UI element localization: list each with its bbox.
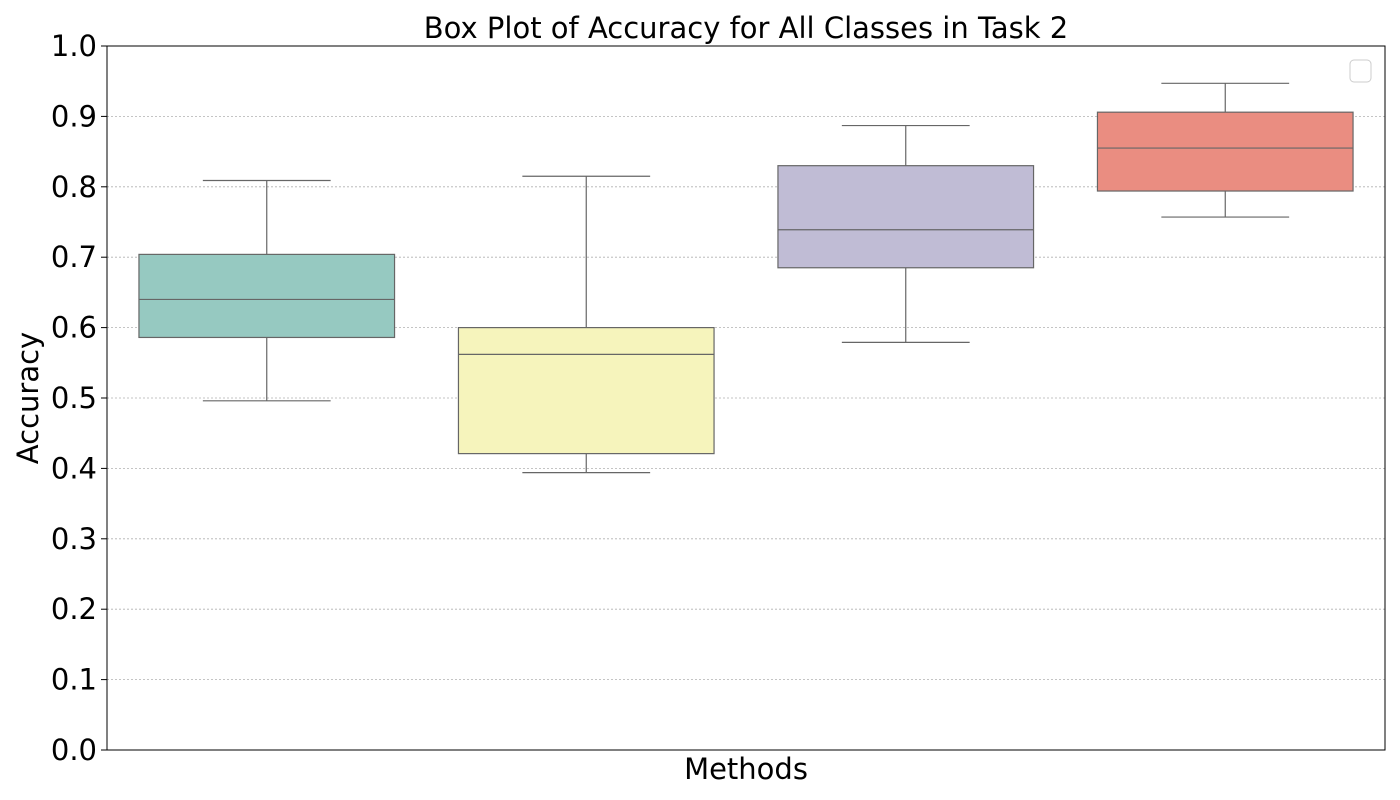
iqr-box — [777, 165, 1035, 269]
box-3 — [777, 124, 1035, 343]
y-tick-label: 0.7 — [51, 240, 97, 274]
y-tick-label: 0.8 — [51, 170, 97, 204]
y-tick-label: 0.2 — [51, 592, 97, 626]
chart-title: Box Plot of Accuracy for All Classes in … — [424, 11, 1068, 45]
boxes — [138, 82, 1354, 474]
y-axis-label: Accuracy — [11, 332, 45, 464]
x-axis-label: Methods — [684, 752, 808, 786]
y-tick-label: 1.0 — [51, 29, 97, 63]
y-tick-label: 0.4 — [51, 451, 97, 485]
iqr-box — [457, 327, 715, 455]
grid-lines — [107, 116, 1385, 680]
y-tick-label: 0.0 — [51, 733, 97, 767]
y-tick-label: 0.3 — [51, 522, 97, 556]
y-tick-label: 0.9 — [51, 99, 97, 133]
iqr-box — [138, 253, 396, 339]
box-1 — [138, 179, 396, 402]
iqr-box — [1096, 111, 1354, 192]
y-tick-label: 0.1 — [51, 663, 97, 697]
box-4 — [1096, 82, 1354, 218]
y-tick-label: 0.5 — [51, 381, 97, 415]
y-tick-label: 0.6 — [51, 311, 97, 345]
legend-box — [1349, 59, 1372, 83]
box-2 — [457, 175, 715, 474]
y-axis-ticks: 0.0 0.1 0.2 0.3 0.4 0.5 0.6 0.7 0.8 0.9 1.0 — [51, 29, 107, 767]
